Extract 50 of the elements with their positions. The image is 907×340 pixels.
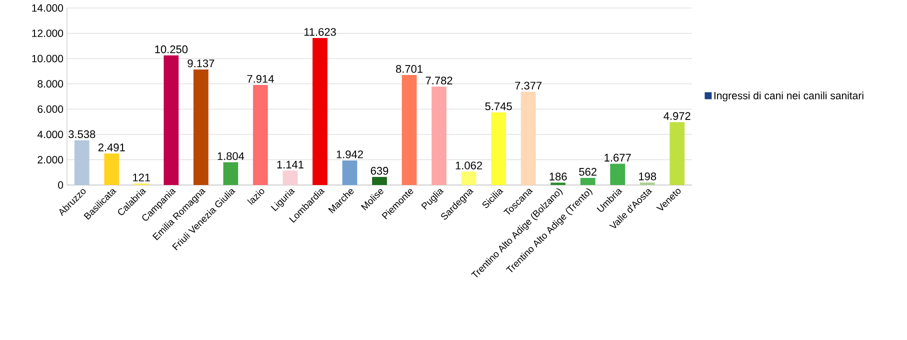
data-label: 8.701 [396, 65, 422, 73]
data-label: 639 [370, 166, 388, 175]
y-tick-label: 2.000 [38, 156, 64, 164]
data-label: 7.377 [515, 82, 542, 90]
data-label: 1.804 [218, 152, 244, 160]
data-label: 1.062 [456, 162, 482, 170]
data-label: 11.623 [304, 28, 336, 36]
bar [253, 84, 268, 185]
bar [164, 55, 179, 185]
bar [402, 74, 417, 185]
bar [312, 38, 328, 185]
y-tick-label: 8.000 [38, 80, 64, 88]
y-tick-label: 10.000 [32, 54, 64, 62]
data-label: 7.782 [426, 76, 452, 84]
bar [432, 86, 446, 185]
x-tick-label: lazio [247, 189, 264, 205]
data-label: 1.677 [604, 154, 631, 162]
bar [640, 182, 655, 185]
bar [342, 160, 358, 185]
bar [282, 170, 298, 185]
bar [372, 176, 387, 185]
data-label: 4.972 [664, 112, 690, 120]
bar [223, 162, 238, 185]
data-label: 121 [133, 174, 150, 182]
bar [74, 140, 90, 185]
data-label: 2.491 [98, 144, 125, 152]
bar [104, 154, 120, 185]
data-label: 186 [550, 172, 567, 180]
data-label: 10.250 [155, 45, 188, 54]
y-tick-label: 6.000 [38, 105, 64, 113]
y-tick-label: 0 [58, 181, 64, 189]
data-label: 9.137 [188, 59, 214, 68]
bar [193, 69, 208, 185]
bar [670, 122, 685, 185]
bar [491, 112, 506, 185]
bar [610, 164, 626, 185]
data-label: 3.538 [68, 130, 96, 138]
data-label: 5.745 [485, 102, 512, 110]
bar [580, 178, 596, 185]
data-label: 562 [579, 168, 596, 176]
y-tick-label: 12.000 [32, 30, 64, 38]
y-tick-label: 4.000 [37, 130, 64, 138]
bar [520, 92, 536, 185]
data-label: 198 [639, 172, 656, 180]
data-label: 1.942 [336, 150, 363, 158]
text: Ingressi di cani nei canili sanitari [714, 92, 864, 102]
bar [461, 172, 476, 185]
y-tick-label: 14.000 [32, 4, 64, 12]
data-label: 7.914 [247, 74, 274, 83]
data-label: 1.141 [277, 160, 304, 168]
